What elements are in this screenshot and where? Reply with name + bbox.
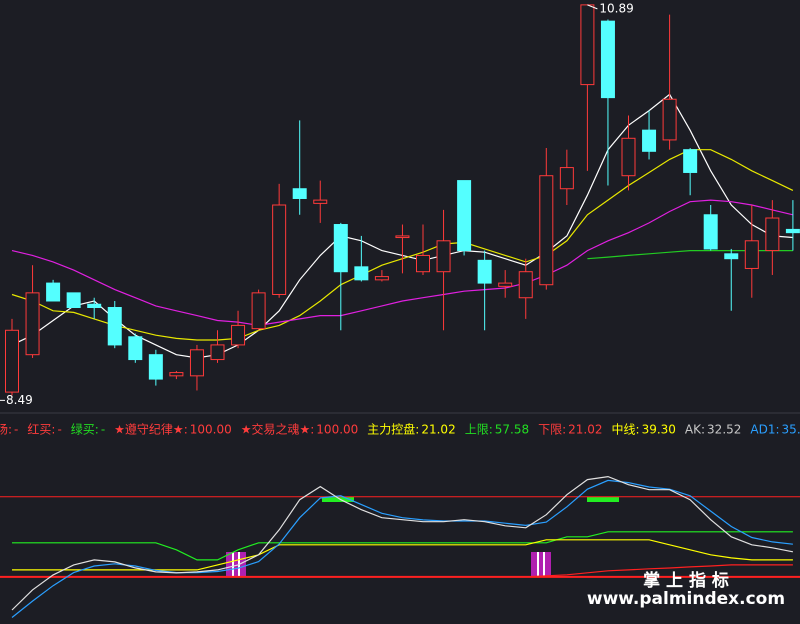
candle-body: [5, 329, 19, 393]
legend-value: 57.58: [495, 423, 529, 437]
moving-average: [11, 199, 794, 327]
candle-body: [477, 259, 492, 284]
signal-bar: [587, 497, 619, 502]
candle-body: [724, 253, 739, 260]
candle-body: [148, 354, 163, 380]
candle-body: [765, 217, 780, 252]
candle-body: [87, 303, 102, 309]
candle-body: [354, 266, 369, 281]
watermark-title: 掌 上 指 标: [643, 570, 729, 591]
candle-body: [66, 292, 81, 309]
legend-value: -: [101, 423, 105, 437]
indicator-line: [12, 531, 793, 561]
candle-body: [498, 282, 513, 287]
candle-body: [539, 175, 554, 286]
candle-body: [600, 20, 615, 99]
min-label: 8.49: [6, 393, 33, 407]
signal-marker: [226, 552, 246, 577]
legend-label: ★遵守纪律★:: [114, 422, 188, 437]
legend-label: 下限:: [538, 423, 566, 437]
indicator-line: [11, 475, 794, 611]
indicator-line: [12, 539, 793, 571]
legend-label: 红买:: [27, 422, 55, 437]
legend-value: -: [57, 423, 61, 437]
legend-value: -: [14, 423, 18, 437]
indicator-line: [11, 479, 793, 618]
candle-body: [231, 324, 246, 346]
candle-body: [107, 307, 122, 346]
watermark-url: www.palmindex.com: [587, 589, 785, 609]
candle-body: [374, 276, 389, 281]
max-label: 10.89: [599, 1, 633, 15]
candle-body: [292, 188, 307, 199]
candle-body: [436, 240, 451, 273]
legend-label: ★交易之魂★:: [241, 422, 315, 437]
legend-value: 100.00: [316, 423, 358, 437]
legend-value: 35.94: [782, 423, 800, 437]
candle-body: [559, 167, 574, 190]
candle-body: [251, 292, 266, 330]
candle-body: [169, 372, 184, 377]
signal-marker: [531, 552, 551, 577]
candle-body: [128, 336, 143, 361]
legend-label: 绿买:: [71, 422, 99, 437]
candle-body: [580, 4, 595, 86]
candle-body: [46, 282, 61, 302]
signal-bar: [322, 497, 354, 502]
legend-label: 中线:: [612, 422, 640, 437]
candle-body: [189, 349, 204, 377]
candle-body: [518, 271, 533, 299]
legend-value: 39.30: [642, 423, 676, 437]
candle-body: [662, 98, 677, 141]
legend-value: 21.02: [568, 423, 602, 437]
legend-label: AD1:: [750, 423, 779, 437]
candle-body: [25, 292, 40, 356]
legend-label: 主力控盘:: [367, 422, 419, 437]
candle-body: [333, 224, 348, 273]
legend-label: 场:: [0, 423, 12, 437]
legend-value: 21.02: [421, 423, 455, 437]
max-leader: [587, 4, 598, 10]
candle-body: [744, 240, 759, 269]
candle-body: [457, 180, 472, 252]
legend-value: 32.52: [707, 423, 741, 437]
candle-body: [272, 204, 287, 295]
candle-body: [785, 228, 800, 234]
candle-body: [210, 344, 225, 361]
candle-body: [416, 254, 430, 273]
candle-body: [642, 129, 657, 152]
candle-body: [683, 149, 698, 173]
candle-body: [395, 235, 410, 239]
legend-label: AK:: [685, 423, 705, 437]
indicator-line: [12, 564, 793, 578]
candle-body: [621, 137, 636, 177]
legend-value: 100.00: [190, 423, 232, 437]
candle-body: [703, 214, 718, 250]
legend-label: 上限:: [465, 423, 493, 437]
candle-body: [313, 199, 328, 204]
